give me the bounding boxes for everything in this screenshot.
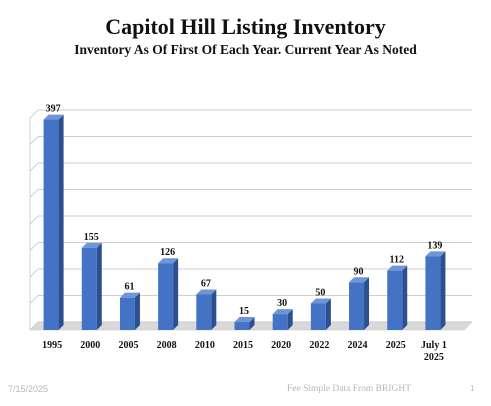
bar	[349, 282, 365, 330]
x-tick-label: 1995	[42, 340, 62, 351]
bar-top	[196, 289, 217, 295]
x-tick-label: 2005	[118, 340, 138, 351]
x-tick-label: 2022	[309, 340, 329, 351]
bar-side	[325, 298, 331, 330]
data-label: 139	[427, 240, 442, 251]
x-tick-label: 2020	[271, 340, 291, 351]
bar-side	[364, 277, 370, 330]
bar-side	[440, 251, 446, 330]
data-label: 397	[46, 104, 61, 115]
bar-side	[211, 289, 217, 330]
bar-side	[58, 114, 64, 330]
bar	[119, 297, 135, 330]
chart-title: Capitol Hill Listing Inventory	[105, 14, 386, 39]
data-label: 155	[84, 232, 99, 243]
bar	[158, 263, 174, 330]
bar-side	[134, 292, 140, 330]
footer-date: 7/15/2025	[8, 384, 49, 394]
x-tick-label: 2010	[195, 340, 215, 351]
chart-subtitle: Inventory As Of First Of Each Year. Curr…	[74, 42, 417, 57]
data-label: 112	[390, 255, 404, 266]
x-tick-label: 2025	[386, 340, 406, 351]
bar-top	[81, 242, 102, 248]
bar	[310, 303, 326, 330]
gridline-side	[29, 189, 39, 198]
bar-top	[310, 298, 331, 304]
x-tick-label: 2025	[424, 352, 444, 363]
bar-top	[272, 309, 293, 315]
gridline-side	[29, 242, 39, 251]
bar-top	[119, 292, 140, 298]
bar-top	[234, 317, 255, 323]
gridline-side	[29, 268, 39, 278]
bar-side	[287, 309, 293, 330]
data-label: 90	[354, 266, 364, 277]
bar-top	[349, 277, 370, 283]
data-label: 30	[277, 298, 287, 309]
bar	[196, 294, 212, 330]
bar	[43, 119, 59, 330]
x-tick-label: 2024	[348, 340, 368, 351]
footer-source: Fee Simple Data From BRIGHT	[287, 384, 412, 394]
bar	[425, 256, 441, 330]
gridline-side	[29, 215, 39, 225]
bar	[272, 314, 288, 330]
bar-top	[43, 114, 64, 120]
gridline-side	[29, 109, 39, 119]
bar-side	[249, 317, 255, 330]
bar-side	[173, 258, 179, 330]
bar-side	[96, 242, 102, 330]
bar-side	[402, 265, 408, 330]
footer-page-number: 1	[470, 384, 475, 393]
bar-top	[425, 251, 446, 257]
x-tick-label: 2015	[233, 340, 253, 351]
bar	[387, 270, 403, 330]
x-tick-label: July 1	[421, 340, 447, 351]
bar-top	[158, 258, 179, 264]
data-label: 15	[239, 306, 249, 317]
bar-top	[387, 265, 408, 271]
bar	[81, 247, 97, 330]
x-tick-label: 2008	[157, 340, 177, 351]
data-label: 67	[201, 278, 211, 289]
data-label: 61	[124, 282, 134, 293]
gridline-side	[29, 136, 39, 145]
data-label: 50	[315, 288, 325, 299]
x-tick-label: 2000	[80, 340, 100, 351]
gridline-side	[29, 295, 39, 304]
gridline-side	[29, 162, 39, 172]
data-label: 126	[160, 247, 175, 258]
bar	[234, 322, 250, 330]
